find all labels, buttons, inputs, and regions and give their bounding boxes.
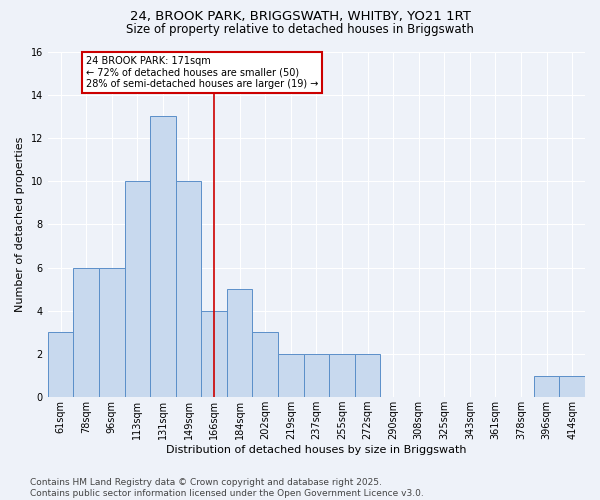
Bar xyxy=(125,181,150,397)
Bar xyxy=(329,354,355,397)
Bar xyxy=(150,116,176,397)
Text: 24, BROOK PARK, BRIGGSWATH, WHITBY, YO21 1RT: 24, BROOK PARK, BRIGGSWATH, WHITBY, YO21… xyxy=(130,10,470,23)
Y-axis label: Number of detached properties: Number of detached properties xyxy=(15,136,25,312)
Bar xyxy=(227,289,253,397)
Text: Size of property relative to detached houses in Briggswath: Size of property relative to detached ho… xyxy=(126,22,474,36)
Bar xyxy=(559,376,585,397)
Bar xyxy=(304,354,329,397)
Bar xyxy=(73,268,99,397)
Bar xyxy=(278,354,304,397)
Bar xyxy=(355,354,380,397)
Bar xyxy=(201,310,227,397)
Bar xyxy=(534,376,559,397)
Bar xyxy=(253,332,278,397)
Text: Contains HM Land Registry data © Crown copyright and database right 2025.
Contai: Contains HM Land Registry data © Crown c… xyxy=(30,478,424,498)
Bar xyxy=(48,332,73,397)
X-axis label: Distribution of detached houses by size in Briggswath: Distribution of detached houses by size … xyxy=(166,445,467,455)
Bar xyxy=(176,181,201,397)
Text: 24 BROOK PARK: 171sqm
← 72% of detached houses are smaller (50)
28% of semi-deta: 24 BROOK PARK: 171sqm ← 72% of detached … xyxy=(86,56,319,89)
Bar xyxy=(99,268,125,397)
